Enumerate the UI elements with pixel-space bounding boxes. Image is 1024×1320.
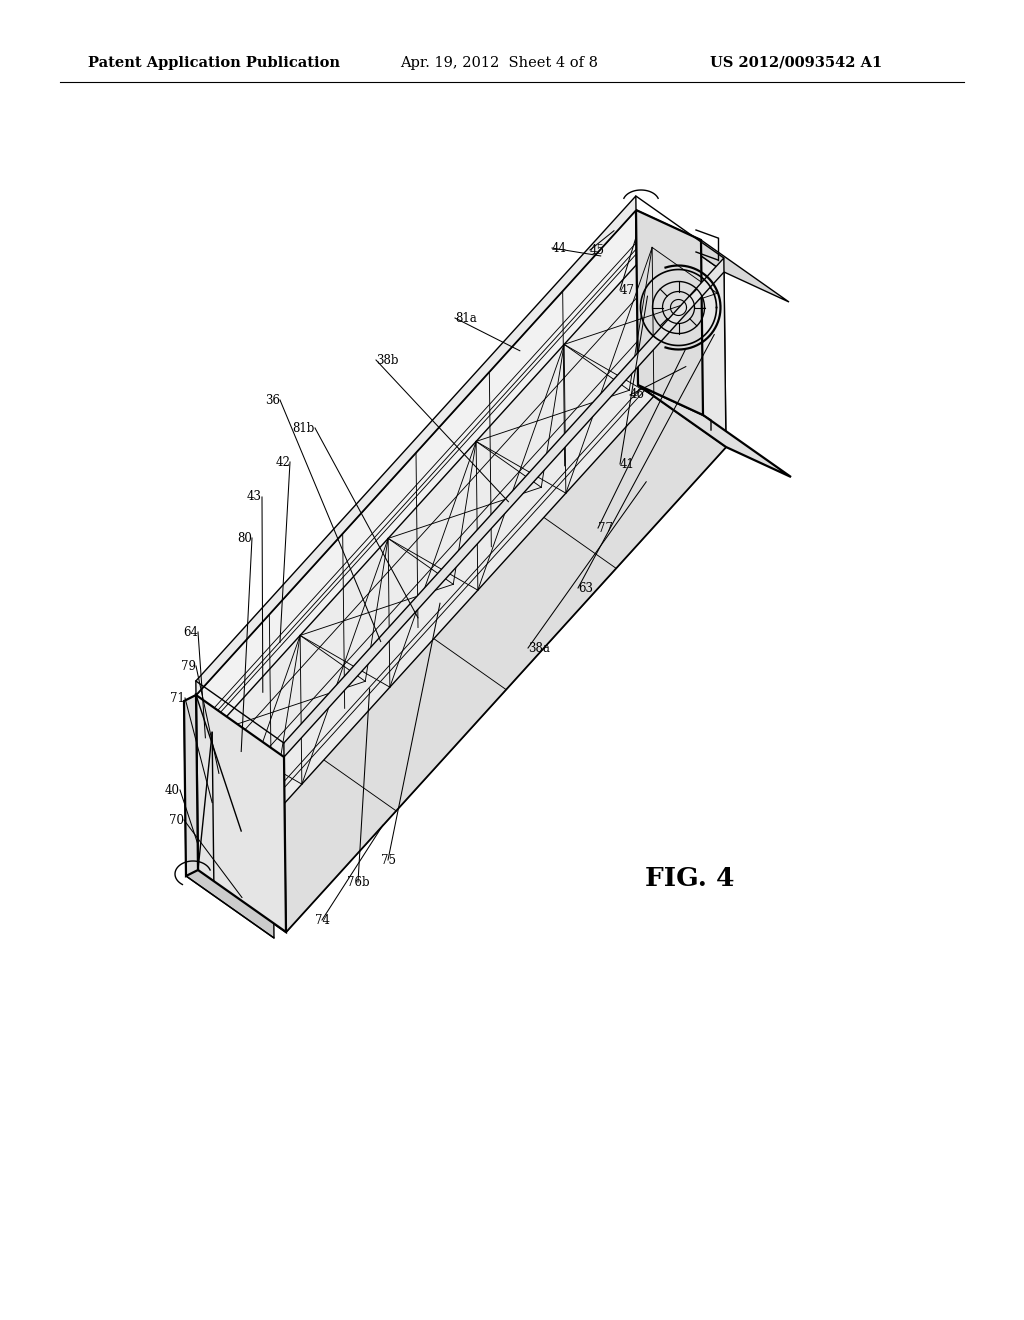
Text: 45: 45 bbox=[590, 243, 605, 256]
Polygon shape bbox=[212, 247, 654, 882]
Text: 74: 74 bbox=[314, 913, 330, 927]
Text: Patent Application Publication: Patent Application Publication bbox=[88, 55, 340, 70]
Polygon shape bbox=[636, 210, 703, 414]
Text: 47: 47 bbox=[620, 284, 635, 297]
Text: 63: 63 bbox=[578, 582, 593, 594]
Polygon shape bbox=[196, 210, 724, 756]
Text: 81a: 81a bbox=[455, 312, 477, 325]
Text: 38b: 38b bbox=[376, 354, 398, 367]
Polygon shape bbox=[636, 210, 790, 302]
Text: 64: 64 bbox=[183, 626, 198, 639]
Text: 71: 71 bbox=[170, 692, 185, 705]
Text: 75: 75 bbox=[381, 854, 395, 866]
Text: 43: 43 bbox=[247, 491, 262, 503]
Text: 76b: 76b bbox=[347, 875, 370, 888]
Text: 44: 44 bbox=[552, 242, 567, 255]
Polygon shape bbox=[196, 195, 636, 696]
Text: US 2012/0093542 A1: US 2012/0093542 A1 bbox=[710, 55, 883, 70]
Polygon shape bbox=[196, 696, 286, 932]
Text: 81b: 81b bbox=[293, 421, 315, 434]
Polygon shape bbox=[636, 210, 726, 447]
Polygon shape bbox=[184, 696, 198, 876]
Polygon shape bbox=[184, 701, 274, 939]
Text: 41: 41 bbox=[620, 458, 635, 470]
Polygon shape bbox=[284, 272, 726, 932]
Polygon shape bbox=[284, 257, 724, 756]
Text: 40: 40 bbox=[165, 784, 180, 796]
Text: 70: 70 bbox=[169, 813, 184, 826]
Text: 46: 46 bbox=[630, 388, 645, 401]
Text: Apr. 19, 2012  Sheet 4 of 8: Apr. 19, 2012 Sheet 4 of 8 bbox=[400, 55, 598, 70]
Polygon shape bbox=[198, 385, 726, 932]
Text: 80: 80 bbox=[238, 532, 252, 544]
Text: 38a: 38a bbox=[528, 642, 550, 655]
Polygon shape bbox=[638, 385, 791, 477]
Text: 77: 77 bbox=[598, 521, 613, 535]
Text: 79: 79 bbox=[181, 660, 196, 672]
Text: FIG. 4: FIG. 4 bbox=[645, 866, 735, 891]
Text: 42: 42 bbox=[275, 455, 290, 469]
Text: 36: 36 bbox=[265, 393, 280, 407]
Polygon shape bbox=[196, 210, 638, 870]
